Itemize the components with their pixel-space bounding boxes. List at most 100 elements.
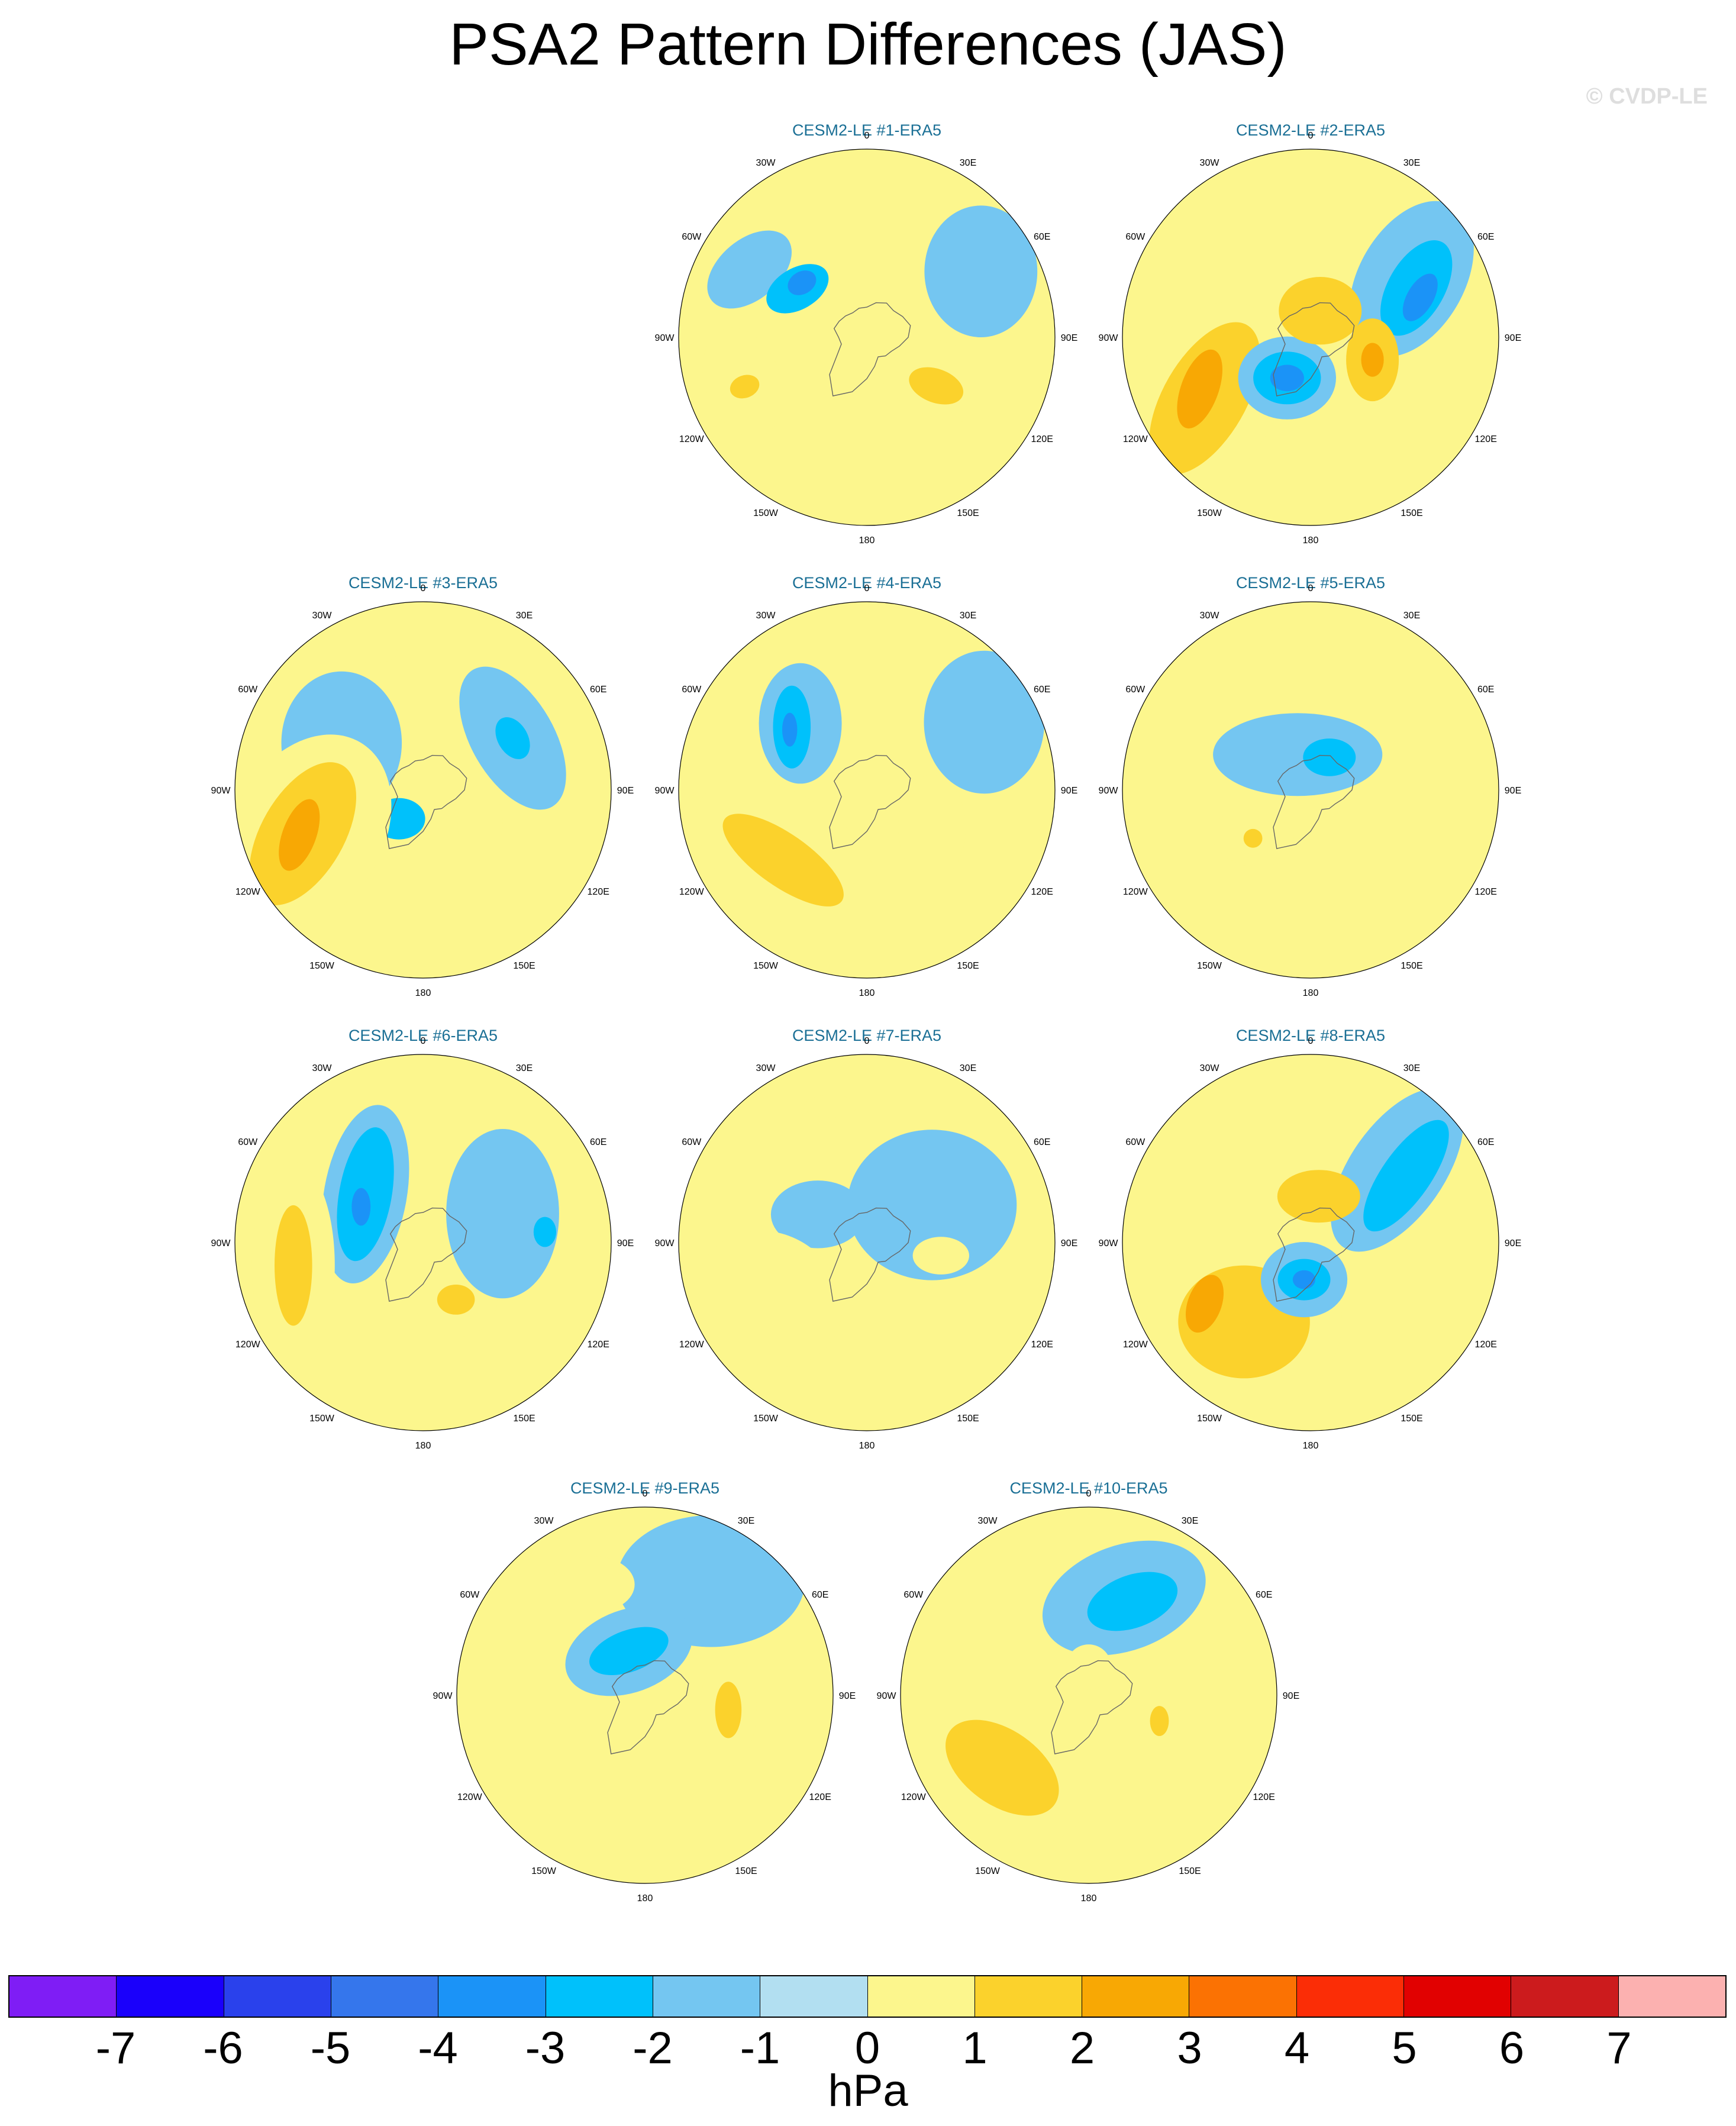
longitude-label: 120E	[588, 1340, 609, 1350]
positive-anomaly-contour	[457, 785, 503, 861]
longitude-label: 120W	[235, 887, 261, 897]
polar-map: 0 30E 60E 90E 120E 150E 180 150W 120W 90W 60W 30W	[655, 583, 1078, 998]
longitude-label: 30W	[756, 611, 776, 621]
colorbar-box	[331, 1976, 439, 2017]
longitude-label: 0	[643, 1489, 648, 1499]
colorbar-box	[1296, 1976, 1405, 2017]
map-panel: CESM2-LE #3-ERA5 0 30E 60E 90E 120E 150E 180 150…	[204, 574, 642, 1009]
longitude-label: 60E	[812, 1590, 828, 1600]
negative-anomaly-contour	[770, 1180, 865, 1248]
longitude-label: 150E	[957, 508, 979, 518]
map-border	[1122, 1054, 1499, 1431]
antarctica-coastline	[385, 754, 467, 849]
antarctica-coastline	[1273, 754, 1355, 849]
longitude-label: 150E	[1401, 1414, 1422, 1424]
map-panel: CESM2-LE #8-ERA5 0 30E 60E 90E 120E 150E 180 150…	[1092, 1027, 1530, 1462]
panel-title: CESM2-LE #10-ERA5	[1009, 1479, 1168, 1497]
map-panel: CESM2-LE #10-ERA5 0 30E 60E 90E 120E 150E 180 15…	[870, 1479, 1308, 1914]
positive-anomaly-contour	[1361, 343, 1384, 377]
map-panel: CESM2-LE #1-ERA5 0 30E 60E 90E 120E 150E 180 150…	[648, 121, 1086, 556]
longitude-label: 60E	[1034, 1137, 1050, 1147]
longitude-label: 180	[1303, 535, 1319, 546]
colorbar-tick-label: 3	[1177, 2023, 1202, 2073]
negative-anomaly-contour	[1402, 273, 1438, 321]
longitude-label: 90E	[1505, 1238, 1521, 1248]
longitude-label: 30W	[756, 1063, 776, 1073]
panel-title: CESM2-LE #6-ERA5	[348, 1027, 498, 1044]
longitude-label: 120W	[457, 1792, 483, 1802]
longitude-label: 30E	[516, 611, 533, 621]
longitude-label: 150E	[735, 1866, 757, 1876]
longitude-label: 60W	[682, 232, 702, 242]
longitude-label: 0	[864, 1036, 870, 1046]
colorbar-tick-label: -2	[633, 2023, 673, 2073]
longitude-label: 90W	[655, 333, 675, 343]
longitude-label: 30W	[312, 1063, 333, 1073]
positive-anomaly-contour	[551, 1556, 635, 1613]
map-border	[678, 149, 1056, 526]
longitude-label: 120W	[901, 1792, 927, 1802]
longitude-label: 90E	[839, 1691, 856, 1701]
panel-title: CESM2-LE #7-ERA5	[792, 1027, 942, 1044]
map-border	[900, 1506, 1277, 1884]
positive-anomaly-contour	[1185, 1275, 1224, 1333]
positive-anomaly-contour	[946, 1719, 1059, 1816]
longitude-label: 0	[421, 1036, 426, 1046]
longitude-label: 120W	[679, 1340, 705, 1350]
longitude-label: 150W	[753, 508, 779, 518]
antarctica-coastline	[829, 754, 911, 849]
longitude-label: 90E	[1283, 1691, 1299, 1701]
longitude-label: 60W	[238, 685, 258, 695]
longitude-label: 60E	[1256, 1590, 1272, 1600]
longitude-label: 120E	[1031, 1340, 1053, 1350]
anomaly-background	[901, 1507, 1277, 1883]
positive-anomaly-contour	[493, 1721, 638, 1803]
longitude-label: 60E	[590, 685, 606, 695]
longitude-label: 30E	[960, 1063, 976, 1073]
longitude-label: 120E	[1031, 434, 1053, 444]
colorbar-tick-label: 6	[1499, 2023, 1525, 2073]
negative-anomaly-contour	[847, 1130, 1017, 1280]
longitude-label: 120W	[235, 1340, 261, 1350]
colorbar-box	[117, 1976, 224, 2017]
longitude-label: 150W	[1197, 961, 1222, 971]
colorbar-tick-label: 0	[854, 2023, 880, 2073]
longitude-label: 60W	[238, 1137, 258, 1147]
longitude-label: 180	[859, 1441, 875, 1451]
longitude-label: 30E	[960, 158, 976, 168]
longitude-label: 60E	[1034, 685, 1050, 695]
polar-map: 0 30E 60E 90E 120E 150E 180 150W 120W 90W 60W 30W	[1099, 131, 1522, 546]
antarctica-coastline	[829, 302, 911, 396]
colorbar-tick-label: -1	[740, 2023, 780, 2073]
positive-anomaly-contour	[1177, 349, 1222, 429]
longitude-label: 30E	[960, 611, 976, 621]
map-border	[678, 601, 1056, 979]
panel-title: CESM2-LE #9-ERA5	[570, 1479, 720, 1497]
longitude-label: 120E	[1031, 887, 1053, 897]
longitude-label: 30W	[978, 1516, 998, 1526]
negative-anomaly-contour	[446, 1129, 559, 1299]
longitude-label: 150W	[1197, 508, 1222, 518]
longitude-label: 180	[415, 1441, 431, 1451]
positive-anomaly-contour	[909, 367, 964, 405]
negative-anomaly-contour	[1087, 1572, 1178, 1631]
map-panel: CESM2-LE #7-ERA5 0 30E 60E 90E 120E 150E 180 150…	[648, 1027, 1086, 1462]
panel-title: CESM2-LE #3-ERA5	[348, 574, 498, 592]
longitude-label: 180	[1303, 988, 1319, 998]
polar-map: 0 30E 60E 90E 120E 150E 180 150W 120W 90W 60W 30W	[433, 1489, 856, 1904]
map-border	[456, 1506, 834, 1884]
positive-anomaly-contour	[1260, 628, 1309, 655]
longitude-label: 90W	[1099, 786, 1119, 796]
negative-anomaly-contour	[1213, 713, 1383, 796]
longitude-label: 90W	[211, 786, 231, 796]
longitude-label: 0	[1086, 1489, 1092, 1499]
longitude-label: 90E	[1505, 786, 1521, 796]
longitude-label: 90W	[655, 1238, 675, 1248]
map-border	[234, 601, 612, 979]
negative-anomaly-contour	[782, 712, 798, 747]
map-panel: CESM2-LE #2-ERA5 0 30E 60E 90E 120E 150E 180 150…	[1092, 121, 1530, 556]
colorbar-box	[653, 1976, 761, 2017]
colorbar-tick-label: -6	[203, 2023, 243, 2073]
longitude-label: 150E	[957, 1414, 979, 1424]
longitude-label: 60E	[1477, 1137, 1494, 1147]
